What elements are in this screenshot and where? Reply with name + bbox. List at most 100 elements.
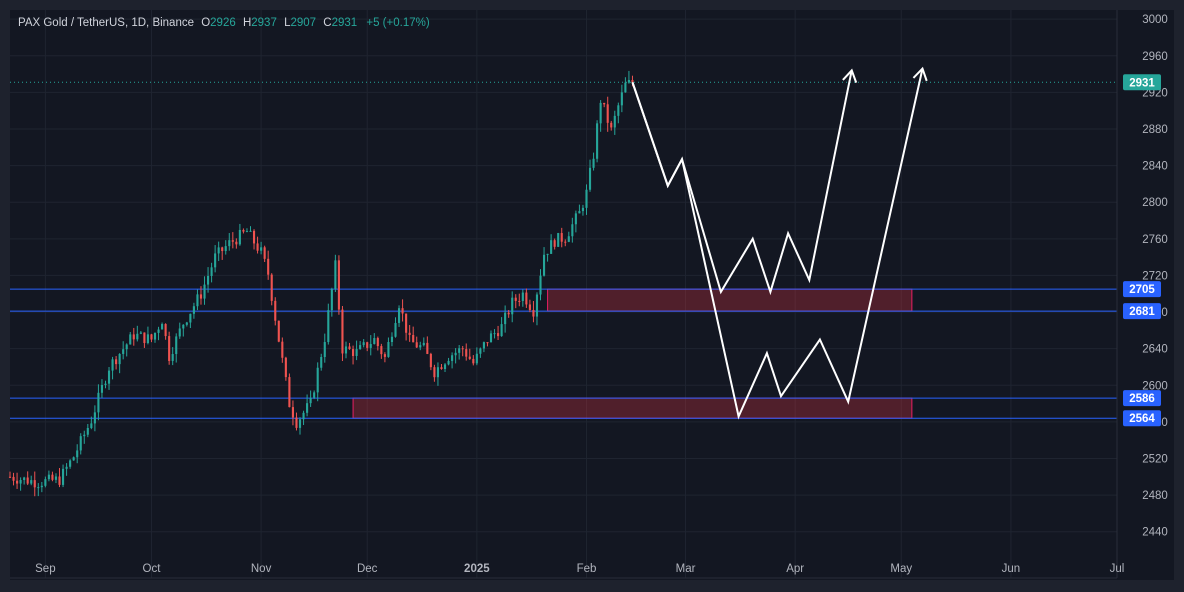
price-tick-label: 2840 <box>1142 161 1168 173</box>
candle-body <box>405 313 408 333</box>
candle-body <box>65 466 68 469</box>
candle-body <box>203 284 206 299</box>
candle-body <box>37 487 40 489</box>
price-labels: 2705 2681 2586 2564 2931 <box>1123 74 1161 427</box>
candle-body <box>592 158 595 168</box>
candle-body <box>44 479 47 486</box>
candle-body <box>122 349 125 354</box>
candle-body <box>613 115 616 128</box>
candle-body <box>221 247 224 252</box>
level-price-label-bg <box>1123 281 1161 298</box>
candle-body <box>585 189 588 208</box>
candle-body <box>426 342 429 354</box>
candle-body <box>465 349 468 357</box>
price-tick-label: 3000 <box>1142 14 1168 26</box>
candle-body <box>518 300 521 302</box>
price-tick-label: 2440 <box>1142 527 1168 539</box>
candle-body <box>298 419 302 428</box>
candle-body <box>306 403 309 413</box>
price-tick-label: 2800 <box>1142 197 1168 209</box>
candle-body <box>107 370 111 384</box>
symbol-title: PAX Gold / TetherUS, 1D, Binance <box>18 17 194 29</box>
candle-body <box>352 349 355 356</box>
candle-body <box>252 230 256 244</box>
time-tick-label: Dec <box>357 563 378 575</box>
candle-body <box>30 480 33 484</box>
candle-body <box>627 79 630 83</box>
candle-body <box>344 346 348 354</box>
candle-body <box>185 322 188 325</box>
candle-body <box>235 241 238 245</box>
candle-body <box>341 309 344 354</box>
candle-body <box>125 344 128 350</box>
candle-body <box>61 468 65 485</box>
candle-body <box>631 79 634 83</box>
candle-body <box>596 123 599 159</box>
time-tick-label: Feb <box>577 563 597 575</box>
candle-body <box>189 313 192 323</box>
supply-demand-zone <box>352 397 913 419</box>
candle-body <box>260 247 263 251</box>
price-tick-label: 2640 <box>1142 344 1168 356</box>
candle-body <box>606 104 609 123</box>
candle-body <box>355 349 358 356</box>
candle-body <box>443 364 447 370</box>
candle-body <box>295 417 298 428</box>
last-price-label: 2931 <box>1129 77 1155 89</box>
candle-body <box>383 354 386 357</box>
candle-body <box>281 341 284 358</box>
symbol-header: PAX Gold / TetherUS, 1D, Binance O2926 H… <box>18 17 430 29</box>
time-tick-label: Mar <box>676 563 696 575</box>
candle-body <box>323 342 326 358</box>
candle-body <box>58 476 61 485</box>
candle-body <box>397 308 401 323</box>
candle-body <box>525 292 528 305</box>
candle-body <box>493 333 496 335</box>
candle-body <box>115 359 118 365</box>
candles <box>8 70 634 497</box>
price-tick-label: 2960 <box>1142 51 1168 63</box>
candle-body <box>546 253 549 255</box>
candle-body <box>401 308 404 314</box>
candle-body <box>150 334 153 340</box>
candle-body <box>214 253 217 268</box>
candle-body <box>422 342 425 346</box>
candle-body <box>192 306 195 314</box>
candle-body <box>171 354 174 361</box>
candle-body <box>54 476 58 480</box>
time-tick-label: Sep <box>35 563 55 575</box>
candle-body <box>454 352 457 356</box>
supply-demand-zone <box>547 288 913 312</box>
high-label: H <box>242 17 252 29</box>
candle-body <box>161 324 164 330</box>
price-tick-label: 2480 <box>1142 490 1168 502</box>
candle-body <box>274 300 277 321</box>
zones <box>352 288 913 419</box>
level-price-label: 2681 <box>1129 306 1155 318</box>
candle-body <box>348 346 351 350</box>
candle-body <box>93 412 96 424</box>
candle-body <box>390 336 394 343</box>
last-price-label-bg <box>1123 74 1161 91</box>
projection-paths <box>631 66 928 420</box>
candle-body <box>206 275 210 285</box>
candle-body <box>387 342 390 357</box>
time-tick-label: Jun <box>1002 563 1021 575</box>
candle-body <box>316 367 319 393</box>
candle-body <box>256 243 259 251</box>
candle-body <box>245 231 249 233</box>
candle-body <box>553 240 556 247</box>
candle-body <box>267 258 270 275</box>
price-tick-label: 2880 <box>1142 124 1168 136</box>
candle-body <box>320 357 323 368</box>
candle-body <box>288 377 291 408</box>
candle-body <box>33 480 36 488</box>
candle-body <box>79 436 82 451</box>
candle-body <box>199 294 203 299</box>
candle-body <box>97 392 100 413</box>
candle-body <box>175 336 178 355</box>
time-tick-label: May <box>890 563 912 575</box>
candle-body <box>164 324 167 337</box>
